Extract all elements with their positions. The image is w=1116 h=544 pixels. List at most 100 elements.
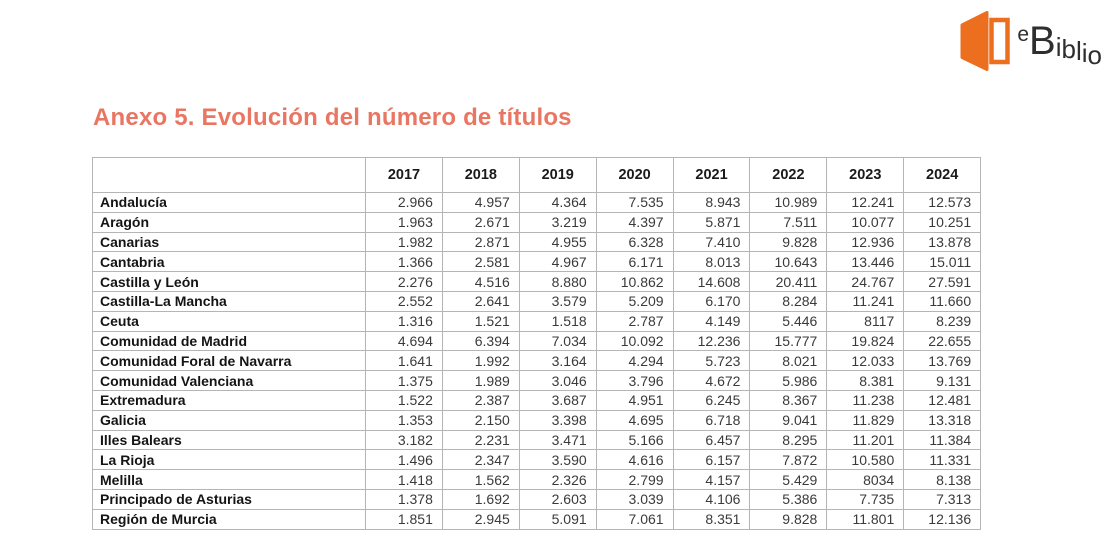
- table-row: Comunidad de Madrid 4.694 6.394 7.034 10.092…: [92, 330, 982, 352]
- value-cell: 11.241: [826, 290, 905, 312]
- value-cell: 8.013: [672, 251, 751, 273]
- value-cell: 3.687: [518, 389, 597, 411]
- logo-letter: o: [1087, 40, 1102, 70]
- value-cell: 1.522: [365, 389, 443, 411]
- region-label-cell: Canarias: [92, 231, 366, 253]
- region-label-cell: Castilla y León: [92, 271, 366, 292]
- value-cell: 12.136: [903, 508, 982, 530]
- region-label-cell: Aragón: [92, 211, 366, 233]
- value-cell: 11.801: [826, 508, 905, 530]
- value-cell: 11.829: [826, 409, 905, 431]
- value-cell: 2.150: [441, 409, 520, 431]
- corner-header-cell: [92, 157, 366, 193]
- value-cell: 9.828: [749, 231, 828, 253]
- value-cell: 3.471: [518, 429, 597, 451]
- value-cell: 2.276: [365, 271, 443, 292]
- value-cell: 11.660: [903, 290, 982, 312]
- value-cell: 9.828: [749, 508, 828, 530]
- value-cell: 5.429: [749, 469, 828, 490]
- year-header-cell: 2024: [903, 157, 982, 193]
- year-header-cell: 2023: [826, 157, 905, 193]
- value-cell: 27.591: [903, 271, 982, 292]
- value-cell: 5.091: [518, 508, 597, 530]
- value-cell: 9.041: [749, 409, 828, 431]
- table-row: Región de Murcia 1.851 2.945 5.091 7.061 8.35…: [92, 508, 982, 530]
- value-cell: 1.851: [365, 508, 443, 530]
- value-cell: 4.967: [518, 251, 597, 273]
- value-cell: 12.033: [826, 350, 905, 372]
- year-header-cell: 2020: [595, 157, 674, 193]
- value-cell: 4.694: [365, 330, 443, 352]
- value-cell: 13.318: [903, 409, 982, 431]
- titles-evolution-table: 2017 2018 2019 2020 2021 2022 2023 2024 Andaluc…: [92, 157, 982, 530]
- value-cell: 11.201: [826, 429, 905, 451]
- value-cell: 3.164: [518, 350, 597, 372]
- region-label-cell: Región de Murcia: [92, 508, 366, 530]
- value-cell: 10.092: [595, 330, 674, 352]
- value-cell: 13.878: [903, 231, 982, 253]
- value-cell: 1.496: [365, 449, 443, 471]
- value-cell: 6.157: [672, 449, 751, 471]
- region-label-cell: Principado de Asturias: [92, 488, 366, 510]
- region-label-cell: Extremadura: [92, 389, 366, 411]
- value-cell: 3.039: [595, 488, 674, 510]
- value-cell: 1.989: [441, 370, 520, 391]
- logo-letter: l: [1075, 36, 1082, 66]
- region-label-cell: Castilla-La Mancha: [92, 290, 366, 312]
- value-cell: 2.231: [441, 429, 520, 451]
- value-cell: 8.295: [749, 429, 828, 451]
- value-cell: 4.957: [441, 192, 520, 213]
- value-cell: 5.166: [595, 429, 674, 451]
- region-label-cell: Galicia: [92, 409, 366, 431]
- value-cell: 3.398: [518, 409, 597, 431]
- table-row: Principado de Asturias 1.378 1.692 2.603 3.0…: [92, 488, 982, 510]
- value-cell: 15.011: [903, 251, 982, 273]
- region-label-cell: Ceuta: [92, 310, 366, 332]
- page-title: Anexo 5. Evolución del número de títulos: [93, 104, 572, 131]
- value-cell: 1.521: [441, 310, 520, 332]
- value-cell: 3.796: [595, 370, 674, 391]
- region-label-cell: Cantabria: [92, 251, 366, 273]
- value-cell: 24.767: [826, 271, 905, 292]
- value-cell: 6.328: [595, 231, 674, 253]
- value-cell: 2.671: [441, 211, 520, 233]
- value-cell: 4.951: [595, 389, 674, 411]
- value-cell: 5.871: [672, 211, 751, 233]
- value-cell: 7.313: [903, 488, 982, 510]
- value-cell: 2.945: [441, 508, 520, 530]
- value-cell: 10.580: [826, 449, 905, 471]
- value-cell: 11.238: [826, 389, 905, 411]
- value-cell: 2.347: [441, 449, 520, 471]
- value-cell: 3.182: [365, 429, 443, 451]
- value-cell: 8.239: [903, 310, 982, 332]
- region-label-cell: Illes Balears: [92, 429, 366, 451]
- value-cell: 5.386: [749, 488, 828, 510]
- value-cell: 1.378: [365, 488, 443, 510]
- value-cell: 1.316: [365, 310, 443, 332]
- value-cell: 13.446: [826, 251, 905, 273]
- region-label-cell: Comunidad de Madrid: [92, 330, 366, 352]
- value-cell: 8.381: [826, 370, 905, 391]
- value-cell: 2.871: [441, 231, 520, 253]
- value-cell: 1.992: [441, 350, 520, 372]
- value-cell: 4.955: [518, 231, 597, 253]
- value-cell: 1.982: [365, 231, 443, 253]
- value-cell: 7.535: [595, 192, 674, 213]
- value-cell: 10.862: [595, 271, 674, 292]
- value-cell: 20.411: [749, 271, 828, 292]
- value-cell: 12.236: [672, 330, 751, 352]
- logo-letter: i: [1081, 38, 1088, 68]
- value-cell: 12.936: [826, 231, 905, 253]
- value-cell: 7.410: [672, 231, 751, 253]
- value-cell: 2.552: [365, 290, 443, 312]
- value-cell: 15.777: [749, 330, 828, 352]
- value-cell: 4.294: [595, 350, 674, 372]
- value-cell: 4.516: [441, 271, 520, 292]
- value-cell: 3.219: [518, 211, 597, 233]
- value-cell: 4.149: [672, 310, 751, 332]
- value-cell: 8.021: [749, 350, 828, 372]
- logo-letter: b: [1061, 34, 1076, 64]
- value-cell: 10.989: [749, 192, 828, 213]
